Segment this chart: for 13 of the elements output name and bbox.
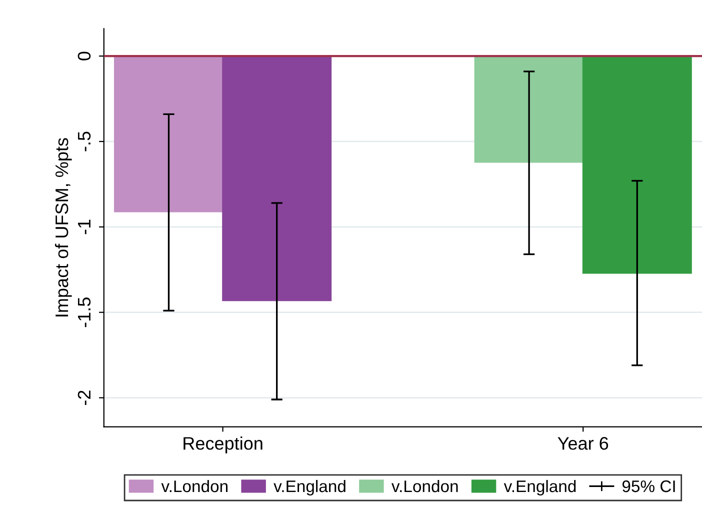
y-tick-label: -1.5 bbox=[78, 298, 91, 328]
y-tick-label: -2 bbox=[78, 390, 90, 405]
text: 95% CI bbox=[622, 480, 675, 492]
y-tick-label: -1 bbox=[78, 220, 90, 234]
legend-label: v.London bbox=[392, 480, 458, 492]
y-tick-label: 0 bbox=[78, 52, 91, 60]
legend-label: v.England bbox=[274, 480, 346, 496]
y-axis-title: Impact of UFSM, %pts bbox=[54, 138, 72, 316]
legend-label: v.England bbox=[504, 480, 576, 496]
y-tick-label: -.5 bbox=[78, 132, 91, 152]
legend-label: v.London bbox=[161, 480, 228, 492]
x-tick-label: Year 6 bbox=[558, 437, 608, 450]
x-tick-label: Reception bbox=[184, 436, 262, 454]
